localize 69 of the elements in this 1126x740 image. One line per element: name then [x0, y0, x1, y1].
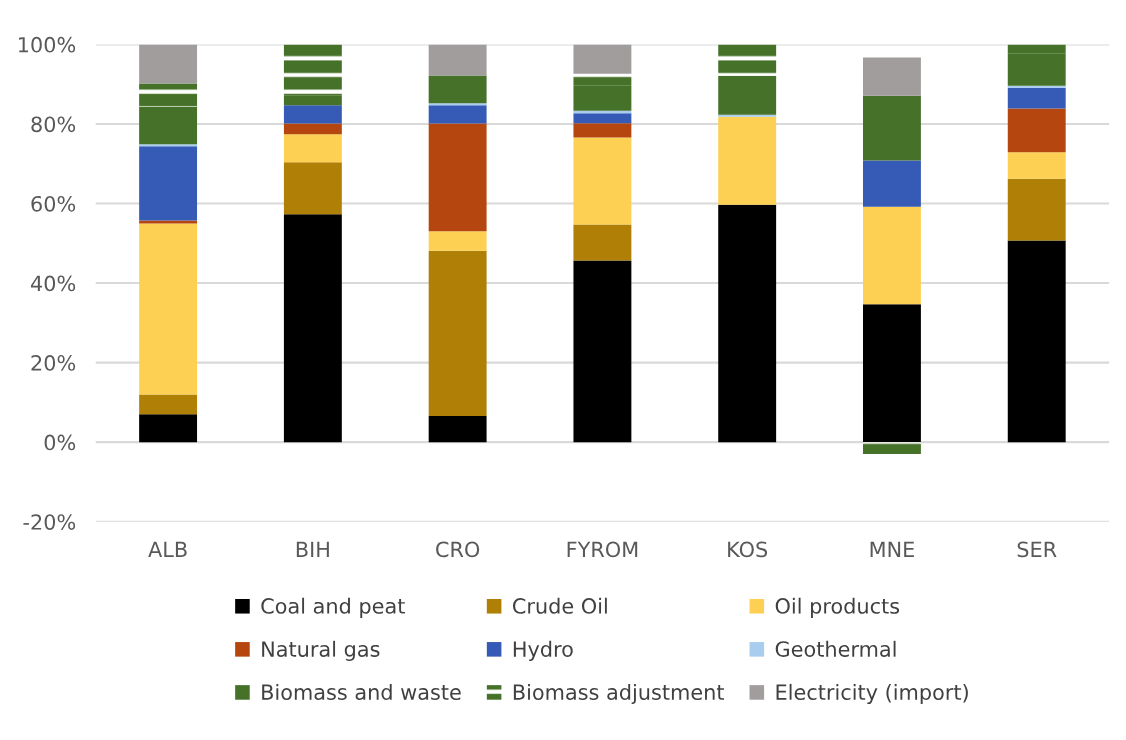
bar: [428, 75, 487, 104]
y-tick-label: 60%: [31, 195, 76, 212]
bar: [428, 123, 487, 232]
x-tick-label: MNE: [870, 541, 914, 557]
y-tick-label: 100%: [18, 36, 76, 53]
bar: [573, 260, 632, 443]
bar: [1007, 87, 1066, 109]
bar: [283, 95, 342, 106]
bar: [863, 304, 921, 443]
y-tick-label: 20%: [31, 355, 76, 371]
bar: [428, 231, 487, 251]
bar: [428, 105, 487, 124]
bar: [1007, 44, 1066, 54]
bar: [573, 123, 632, 138]
y-tick-label: 40%: [30, 275, 76, 292]
bar: [428, 44, 487, 76]
legend-label: Hydro: [513, 640, 573, 661]
bar: [718, 116, 777, 205]
bar: [1007, 240, 1066, 443]
bar: [283, 123, 342, 135]
legend-label: Biomass adjustment: [513, 683, 725, 705]
bar: [863, 160, 921, 207]
legend-label: Natural gas: [262, 640, 380, 661]
bar: [283, 162, 342, 215]
legend-label: Oil products: [775, 597, 900, 618]
bar: [863, 57, 921, 96]
bar: [573, 113, 632, 124]
legend-label: Geothermal: [775, 640, 896, 657]
bar: [718, 204, 777, 443]
bar: [283, 134, 342, 163]
bar: [1007, 53, 1066, 86]
x-tick-label: BIH: [296, 541, 329, 557]
bar: [283, 214, 342, 443]
bar: [1007, 152, 1066, 179]
y-tick-label: 0%: [44, 434, 76, 451]
bar: [283, 44, 342, 96]
bar: [718, 44, 777, 76]
x-tick-label: FYROM: [567, 541, 638, 558]
legend-label: Electricity (import): [776, 683, 968, 705]
bar: [863, 95, 921, 161]
x-tick-label: CRO: [436, 541, 480, 558]
legend-label: Coal and peat: [261, 597, 405, 618]
bar: [139, 44, 198, 84]
bar: [718, 75, 777, 115]
bar: [428, 250, 487, 416]
bar: [139, 106, 198, 145]
legend-label: Biomass and waste: [262, 683, 461, 701]
bar: [573, 137, 632, 225]
bar: [139, 146, 198, 221]
bar: [863, 442, 921, 455]
x-tick-label: ALB: [148, 541, 187, 557]
bar: [1007, 178, 1066, 241]
bar: [573, 44, 632, 74]
bar: [139, 394, 198, 415]
bar: [863, 206, 921, 305]
bar: [139, 223, 198, 395]
bar: [283, 105, 342, 124]
bar: [139, 83, 198, 107]
bar: [573, 224, 632, 261]
bar: [1007, 108, 1066, 153]
x-tick-label: SER: [1017, 541, 1057, 558]
bar: [428, 415, 487, 443]
bar: [573, 85, 632, 111]
bar: [573, 73, 632, 86]
y-tick-label: 80%: [31, 116, 76, 133]
bar: [139, 414, 198, 443]
legend-label: Crude Oil: [512, 597, 607, 614]
y-tick-label: -20%: [23, 514, 76, 530]
x-tick-label: KOS: [728, 541, 768, 558]
